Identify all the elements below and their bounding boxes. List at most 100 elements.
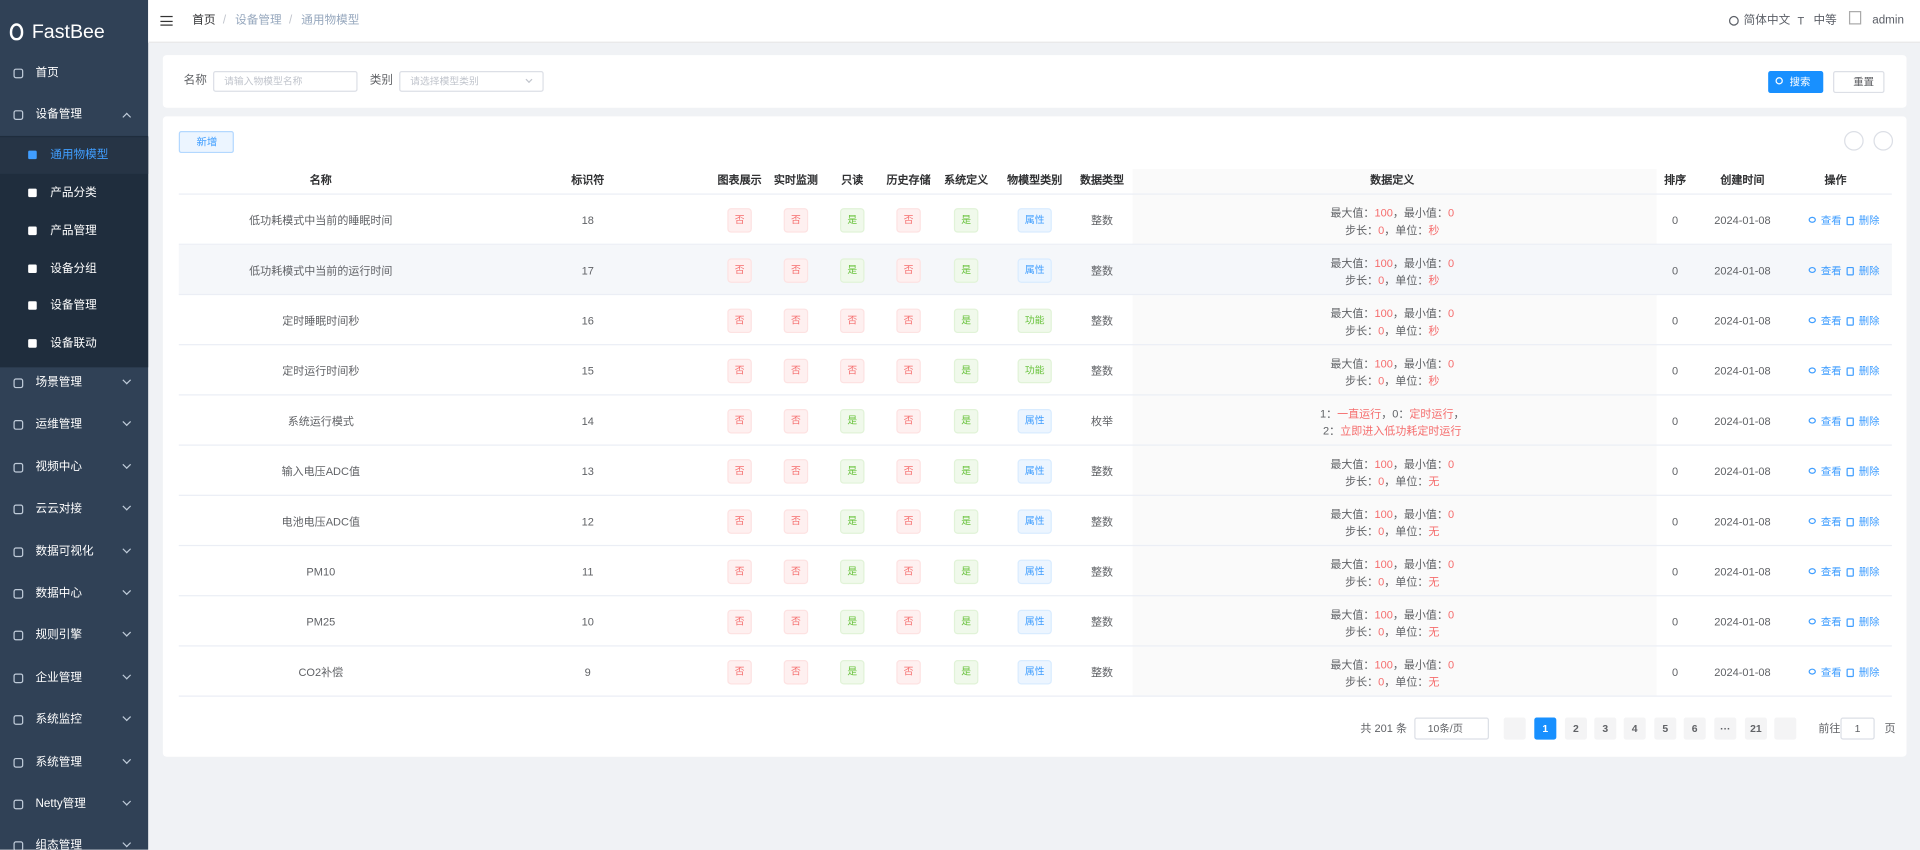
action-link[interactable]: 查看: [1820, 213, 1842, 226]
submenu-item[interactable]: 设备分组: [0, 250, 148, 287]
tag: 否: [783, 358, 809, 383]
tag: 否: [896, 257, 921, 283]
reset-button[interactable]: 重置: [1833, 71, 1885, 94]
hamburger[interactable]: [160, 15, 173, 26]
tag: 是: [840, 558, 865, 584]
page-button[interactable]: 21: [1744, 717, 1767, 740]
page-size-select[interactable]: 10条/页: [1414, 717, 1489, 740]
menu-item[interactable]: Netty管理: [0, 785, 148, 824]
tag-label: 否: [791, 213, 801, 225]
menu-item[interactable]: 企业管理: [0, 658, 148, 697]
tag: 是: [953, 307, 979, 333]
submenu-item[interactable]: 产品管理: [0, 213, 148, 250]
language[interactable]: 简体中文: [1743, 13, 1791, 27]
page-button[interactable]: 5: [1654, 717, 1677, 740]
menu-item[interactable]: 视频中心: [0, 448, 148, 487]
tag-label: 否: [903, 314, 914, 326]
tag-label: 否: [791, 314, 801, 326]
cell-name: PM10: [306, 565, 336, 578]
tag: 是: [953, 358, 979, 383]
submenu-item[interactable]: 设备联动: [0, 326, 148, 363]
field-label: 类别: [369, 73, 394, 87]
action-link[interactable]: 删除: [1858, 263, 1880, 277]
field-input[interactable]: 请选择模型类别: [399, 71, 544, 92]
menu-item[interactable]: 场景管理: [0, 364, 148, 403]
tag-label: 是: [961, 414, 972, 426]
tag: 是: [953, 458, 979, 484]
table-row: 定时运行时间秒 15 否否否否是功能 整数 最大值：100，最小值：0 步长：0，单位：秒…: [178, 345, 1892, 396]
action-link[interactable]: 查看: [1820, 314, 1842, 327]
definition-label: 步长：: [1345, 323, 1379, 337]
definition-value: 0: [1378, 474, 1385, 487]
add-button[interactable]: 新增: [178, 131, 234, 154]
action-link[interactable]: 查看: [1820, 364, 1842, 377]
search-button[interactable]: 搜索: [1768, 71, 1824, 94]
goto-input[interactable]: 1: [1840, 717, 1875, 740]
breadcrumb-item[interactable]: 首页: [192, 13, 216, 27]
menu-item[interactable]: 运维管理: [0, 406, 148, 445]
goto-suffix: 页: [1884, 722, 1896, 735]
user[interactable]: admin: [1872, 13, 1904, 27]
field-input[interactable]: 请输入物模型名称: [213, 71, 358, 92]
action-icon: [1808, 517, 1816, 524]
menu-item[interactable]: 系统管理: [0, 743, 148, 782]
tag-label: 否: [734, 213, 745, 225]
menu-item[interactable]: 规则引擎: [0, 616, 148, 655]
definition-value: 无: [1428, 625, 1440, 638]
next-button[interactable]: [1774, 717, 1797, 740]
action-link[interactable]: 查看: [1820, 615, 1842, 628]
menu-item[interactable]: 系统监控: [0, 701, 148, 740]
tag-label: 是: [847, 414, 858, 426]
action-link[interactable]: 查看: [1820, 665, 1842, 678]
tag-label: 是: [961, 213, 972, 225]
menu-item[interactable]: 数据可视化: [0, 532, 148, 571]
action-link[interactable]: 查看: [1820, 414, 1842, 427]
page-button[interactable]: 2: [1564, 717, 1587, 740]
action-link[interactable]: 查看: [1820, 514, 1842, 528]
action-link[interactable]: 查看: [1820, 565, 1842, 578]
page-button[interactable]: ···: [1714, 717, 1737, 740]
tag: 是: [840, 408, 865, 433]
menu-item[interactable]: 云云对接: [0, 490, 148, 529]
cell-identifier: 12: [581, 514, 594, 528]
definition-line: 最大值：100，最小值：0: [1209, 454, 1576, 472]
action-link[interactable]: 删除: [1858, 464, 1880, 477]
action-link[interactable]: 删除: [1858, 615, 1880, 628]
action-link[interactable]: 删除: [1858, 364, 1880, 377]
size[interactable]: 中等: [1813, 13, 1837, 27]
action-link[interactable]: 删除: [1858, 314, 1880, 327]
definition-label: 1：: [1319, 407, 1338, 420]
cell-name: 输入电压ADC值: [281, 464, 361, 477]
definition-label: 最大值：: [1330, 507, 1375, 520]
menu-item[interactable]: 首页: [0, 54, 148, 93]
submenu-item[interactable]: 通用物模型: [0, 137, 149, 175]
action-link[interactable]: 删除: [1858, 414, 1880, 427]
tag: 否: [727, 609, 752, 634]
definition-value: 0: [1447, 607, 1455, 621]
page-button[interactable]: 3: [1594, 717, 1617, 740]
menu-item[interactable]: 设备管理: [0, 96, 148, 135]
menu-item[interactable]: 组态管理: [0, 827, 148, 850]
action-link[interactable]: 查看: [1820, 263, 1842, 277]
definition-value: 一直运行: [1337, 407, 1382, 420]
action-link[interactable]: 删除: [1858, 514, 1880, 528]
page-button[interactable]: 6: [1683, 717, 1706, 740]
page-button[interactable]: 1: [1534, 717, 1557, 740]
tag: 是: [953, 257, 979, 283]
action-icon: [1808, 216, 1816, 223]
table-row: 定时睡眠时间秒 16 否否否否是功能 整数 最大值：100，最小值：0 步长：0，单位：秒…: [178, 295, 1892, 346]
action-link[interactable]: 查看: [1820, 464, 1842, 477]
submenu-item[interactable]: 产品分类: [0, 175, 148, 212]
action-link[interactable]: 删除: [1858, 213, 1880, 226]
prev-button[interactable]: [1503, 717, 1526, 740]
table-row: 输入电压ADC值 13 否否是否是属性 整数 最大值：100，最小值：0 步长：0，单位：…: [178, 446, 1892, 496]
submenu-item[interactable]: 设备管理: [0, 288, 148, 325]
menu-item[interactable]: 数据中心: [0, 574, 148, 613]
action-link[interactable]: 删除: [1858, 665, 1880, 678]
toolbar-icon-button[interactable]: [1844, 131, 1864, 151]
tag: 是: [840, 659, 865, 684]
action-link[interactable]: 删除: [1858, 565, 1880, 578]
page-button[interactable]: 4: [1623, 717, 1646, 740]
toolbar-icon-button[interactable]: [1873, 131, 1894, 151]
search-button-label: 搜索: [1789, 75, 1811, 89]
